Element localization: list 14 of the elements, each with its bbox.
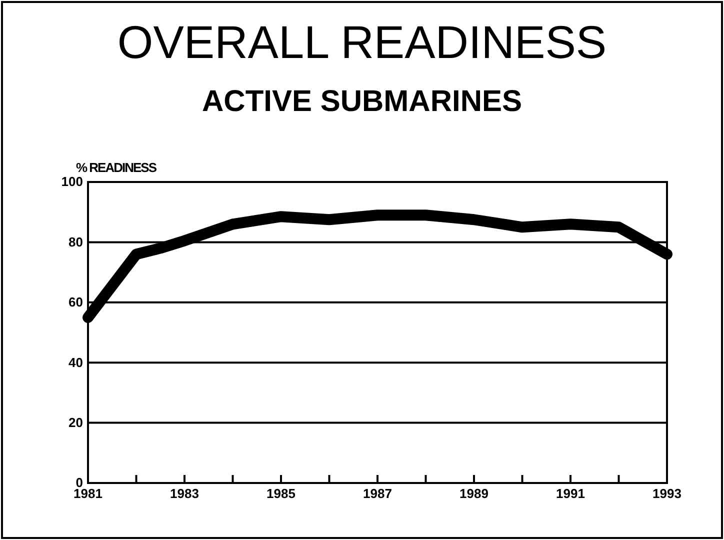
y-tick-label: 100 bbox=[61, 174, 83, 190]
y-tick-label: 40 bbox=[68, 354, 83, 370]
x-tick-label: 1987 bbox=[363, 486, 392, 502]
x-tick-label: 1983 bbox=[170, 486, 199, 502]
y-tick-label: 60 bbox=[68, 294, 83, 310]
y-axis-title: % READINESS bbox=[76, 160, 158, 175]
x-tick-label: 1985 bbox=[266, 486, 296, 502]
chart-title: OVERALL READINESS bbox=[117, 16, 607, 68]
x-tick-label: 1989 bbox=[460, 486, 488, 502]
x-tick-label: 1991 bbox=[556, 486, 585, 502]
y-tick-label: 20 bbox=[68, 414, 83, 430]
x-tick-label: 1993 bbox=[652, 486, 682, 502]
y-tick-label: 80 bbox=[68, 234, 83, 250]
chart-subtitle: ACTIVE SUBMARINES bbox=[202, 85, 522, 118]
